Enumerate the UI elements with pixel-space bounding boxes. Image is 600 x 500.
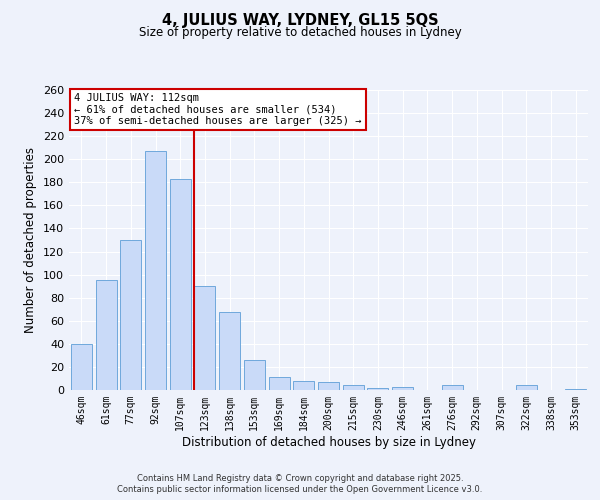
Bar [95,280,116,390]
Bar [442,386,463,390]
Bar [219,312,240,390]
Bar [194,286,215,390]
Bar [343,386,364,390]
Bar [170,179,191,390]
Bar [120,240,141,390]
Text: Size of property relative to detached houses in Lydney: Size of property relative to detached ho… [139,26,461,39]
Text: Contains HM Land Registry data © Crown copyright and database right 2025.
Contai: Contains HM Land Registry data © Crown c… [118,474,482,494]
Text: 4, JULIUS WAY, LYDNEY, GL15 5QS: 4, JULIUS WAY, LYDNEY, GL15 5QS [161,12,439,28]
Bar [293,381,314,390]
X-axis label: Distribution of detached houses by size in Lydney: Distribution of detached houses by size … [182,436,476,448]
Bar [565,389,586,390]
Text: 4 JULIUS WAY: 112sqm
← 61% of detached houses are smaller (534)
37% of semi-deta: 4 JULIUS WAY: 112sqm ← 61% of detached h… [74,93,362,126]
Bar [244,360,265,390]
Bar [367,388,388,390]
Bar [392,386,413,390]
Bar [318,382,339,390]
Y-axis label: Number of detached properties: Number of detached properties [25,147,37,333]
Bar [71,344,92,390]
Bar [516,386,537,390]
Bar [269,378,290,390]
Bar [145,151,166,390]
